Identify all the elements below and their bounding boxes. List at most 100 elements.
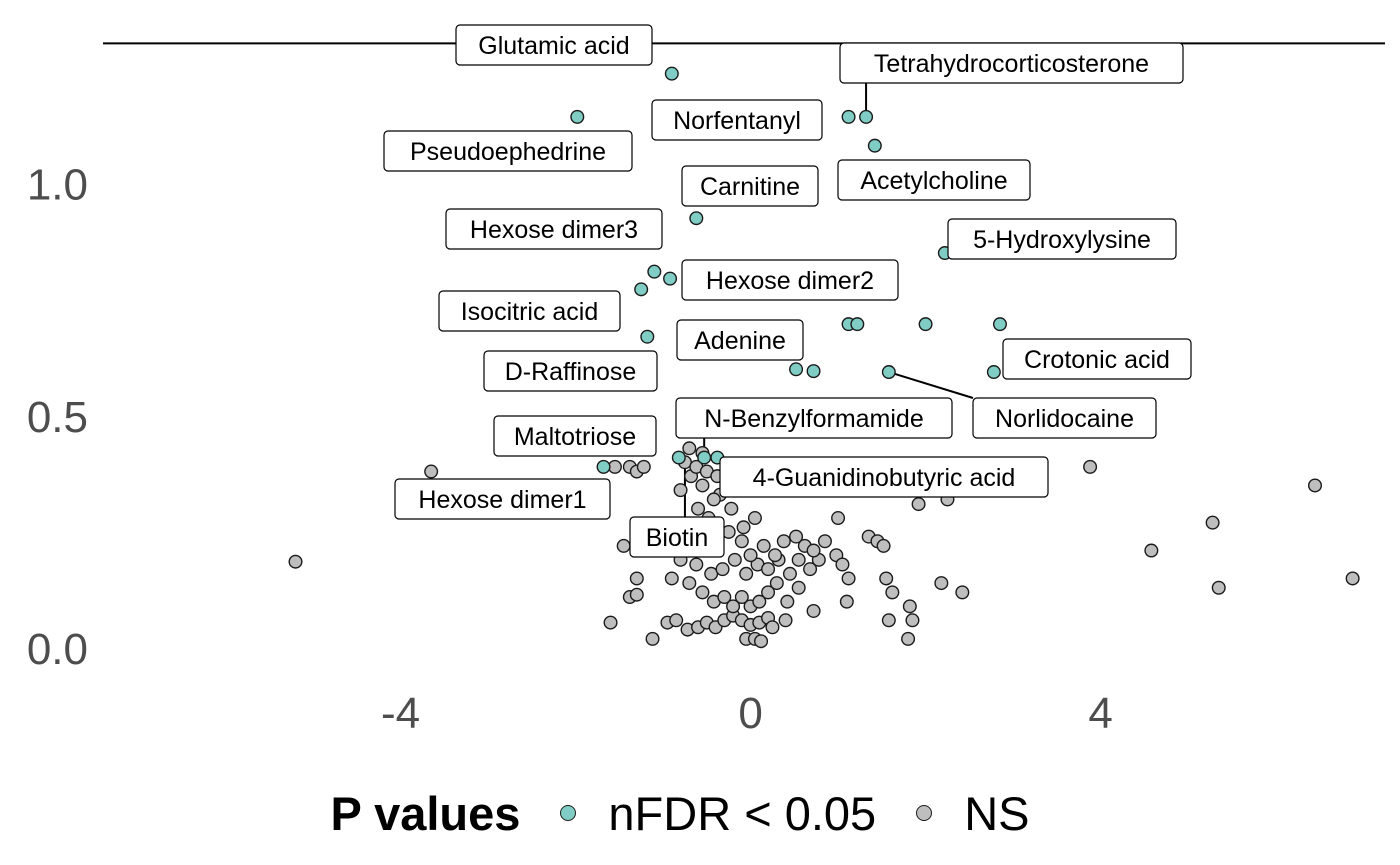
ns-point: [1205, 515, 1220, 530]
y-tick-label: 0.5: [27, 393, 88, 442]
significant-point: [806, 364, 821, 379]
label-box: [651, 99, 823, 141]
ns-point: [879, 571, 894, 586]
ns-point: [841, 571, 856, 586]
ns-point: [739, 566, 754, 581]
ns-point: [902, 599, 917, 614]
ns-point: [955, 585, 970, 600]
point-labels: Glutamic acid Tetrahydrocorticosterone Nor…: [383, 24, 1192, 558]
ns-point: [715, 562, 730, 577]
label-n-benzylformamide: N-Benzylformamide: [675, 397, 953, 439]
ns-point: [835, 557, 850, 572]
significant-point: [664, 66, 679, 81]
significant-point: [841, 109, 856, 124]
ns-point: [782, 566, 797, 581]
label-box: [681, 165, 819, 207]
ns-point: [682, 576, 697, 591]
ns-point: [881, 613, 896, 628]
x-tick-label: 0: [738, 689, 762, 738]
ns-point: [689, 557, 704, 572]
label-norlidocaine: Norlidocaine: [972, 397, 1157, 439]
ns-point: [706, 492, 721, 507]
label-tetrahydrocorticosterone: Tetrahydrocorticosterone: [839, 42, 1184, 84]
significant-point: [689, 211, 704, 226]
ns-point: [726, 599, 741, 614]
label-crotonic-acid: Crotonic acid: [1002, 338, 1192, 380]
label-box: [445, 208, 663, 250]
label-text: Hexose dimer2: [706, 267, 874, 295]
ns-point: [780, 594, 795, 609]
legend-title: P values: [330, 786, 521, 840]
ns-point: [817, 534, 832, 549]
ns-point: [724, 501, 739, 516]
significant-point: [992, 317, 1007, 332]
label-text: Pseudoephedrine: [410, 138, 606, 166]
label-text: Hexose dimer3: [470, 216, 638, 244]
ns-point: [636, 459, 651, 474]
label-4-guanidinobutyric-acid: 4-Guanidinobutyric acid: [719, 456, 1049, 498]
label-text: Biotin: [646, 524, 709, 552]
ns-point: [734, 590, 749, 605]
ns-point: [756, 538, 771, 553]
label-hexose-dimer3: Hexose dimer3: [445, 208, 663, 250]
ns-point: [752, 594, 767, 609]
label-text: 5-Hydroxylysine: [973, 226, 1151, 254]
ns-point: [776, 534, 791, 549]
label-glutamic-acid: Glutamic acid: [455, 24, 653, 66]
label-pseudoephedrine: Pseudoephedrine: [383, 130, 633, 172]
ns-point: [603, 615, 618, 630]
ns-point: [754, 634, 769, 649]
label-box: [676, 319, 804, 361]
ns-point: [806, 543, 821, 558]
label-biotin: Biotin: [629, 516, 725, 558]
ns-point: [691, 501, 706, 516]
ns-point: [734, 534, 749, 549]
ns-point: [1083, 459, 1098, 474]
label-hexose-dimer2: Hexose dimer2: [681, 259, 899, 301]
significant-point: [596, 459, 611, 474]
x-tick-label: -4: [381, 689, 420, 738]
ns-point: [885, 585, 900, 600]
significant-point: [647, 264, 662, 279]
label-maltotriose: Maltotriose: [493, 415, 657, 457]
ns-point: [682, 441, 697, 456]
label-box: [972, 397, 1157, 439]
label-isocitric-acid: Isocitric acid: [438, 290, 621, 332]
ns-point: [616, 538, 631, 553]
significant-point: [986, 365, 1001, 380]
legend: P values nFDR < 0.05 NS: [0, 778, 1400, 848]
ns-point: [761, 585, 776, 600]
ns-point: [695, 585, 710, 600]
label-text: Norlidocaine: [995, 405, 1134, 433]
ns-point: [806, 603, 821, 618]
ns-point: [736, 520, 751, 535]
ns-point: [911, 497, 926, 512]
ns-point: [789, 529, 804, 544]
ns-point: [791, 552, 806, 567]
ns-point: [1307, 478, 1322, 493]
significant-point: [634, 282, 649, 297]
x-axis: -4 0 4: [381, 689, 1113, 738]
significant-point: [640, 329, 655, 344]
significant-point: [850, 317, 865, 332]
label-box: [383, 130, 633, 172]
ns-point: [695, 478, 710, 493]
label-text: N-Benzylformamide: [704, 405, 924, 433]
ns-point: [934, 576, 949, 591]
label-text: Adenine: [694, 327, 786, 355]
ns-point: [747, 511, 762, 526]
ns-point: [765, 620, 780, 635]
label-text: Isocitric acid: [461, 298, 599, 326]
ns-point: [768, 548, 783, 563]
significant-point: [867, 138, 882, 153]
ns-point: [876, 538, 891, 553]
label-box: [675, 397, 953, 439]
label-box: [629, 516, 725, 558]
label-text: Acetylcholine: [860, 167, 1007, 195]
ns-point: [803, 562, 818, 577]
ns-point: [645, 631, 660, 646]
label-hexose-dimer1: Hexose dimer1: [394, 478, 611, 520]
legend-key-significant: [560, 805, 577, 821]
label-text: Maltotriose: [514, 423, 636, 451]
ns-point: [761, 562, 776, 577]
